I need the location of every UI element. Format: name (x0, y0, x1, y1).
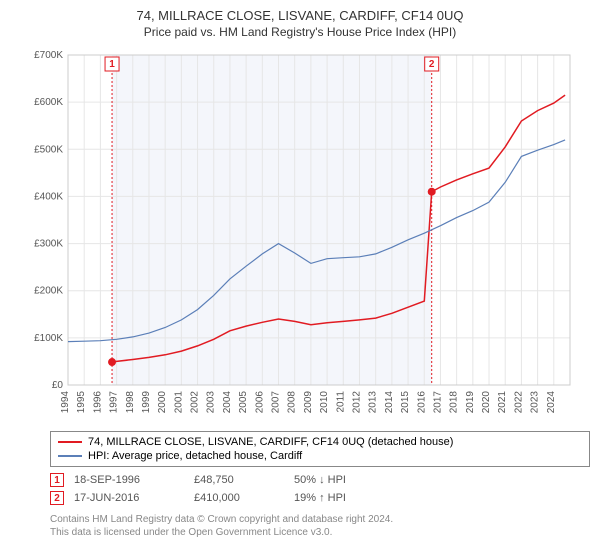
svg-text:1998: 1998 (125, 391, 136, 414)
annotation-date: 18-SEP-1996 (74, 474, 194, 486)
svg-text:2013: 2013 (368, 391, 379, 414)
annotation-table: 1 18-SEP-1996£48,75050% ↓ HPI 2 17-JUN-2016… (50, 471, 590, 507)
svg-text:2012: 2012 (351, 391, 362, 414)
svg-text:1999: 1999 (141, 391, 152, 414)
svg-text:£700K: £700K (34, 50, 63, 61)
svg-text:£400K: £400K (34, 191, 63, 202)
annotation-price: £410,000 (194, 492, 294, 504)
chart-container: 74, MILLRACE CLOSE, LISVANE, CARDIFF, CF… (0, 0, 600, 539)
chart-title: 74, MILLRACE CLOSE, LISVANE, CARDIFF, CF… (136, 8, 463, 23)
annotation-row: 2 17-JUN-2016£410,00019% ↑ HPI (50, 489, 590, 507)
legend-row: 74, MILLRACE CLOSE, LISVANE, CARDIFF, CF… (58, 435, 582, 449)
svg-text:2003: 2003 (206, 391, 217, 414)
svg-text:2002: 2002 (190, 391, 201, 414)
svg-text:2004: 2004 (222, 391, 233, 414)
svg-text:2010: 2010 (319, 391, 330, 414)
svg-text:1: 1 (109, 59, 115, 70)
svg-text:2024: 2024 (546, 391, 557, 414)
svg-text:2020: 2020 (481, 391, 492, 414)
annotation-date: 17-JUN-2016 (74, 492, 194, 504)
svg-text:1995: 1995 (76, 391, 87, 414)
svg-text:£300K: £300K (34, 239, 63, 250)
svg-text:2007: 2007 (271, 391, 282, 414)
svg-text:2017: 2017 (432, 391, 443, 414)
annotation-pct: 19% ↑ HPI (294, 492, 414, 504)
legend-label: HPI: Average price, detached house, Card… (88, 450, 302, 462)
svg-text:2022: 2022 (513, 391, 524, 414)
annotation-price: £48,750 (194, 474, 294, 486)
svg-text:2006: 2006 (254, 391, 265, 414)
source-line-1: Contains HM Land Registry data © Crown c… (50, 513, 590, 526)
svg-text:2016: 2016 (416, 391, 427, 414)
svg-text:£200K: £200K (34, 286, 63, 297)
svg-text:2021: 2021 (497, 391, 508, 414)
svg-text:2009: 2009 (303, 391, 314, 414)
svg-text:2015: 2015 (400, 391, 411, 414)
legend-label: 74, MILLRACE CLOSE, LISVANE, CARDIFF, CF… (88, 436, 453, 448)
svg-text:1997: 1997 (109, 391, 120, 414)
svg-text:2023: 2023 (530, 391, 541, 414)
chart-svg: £0 £100K £200K £300K £400K £500K £600K £700K 199… (20, 45, 580, 425)
annotation-pct: 50% ↓ HPI (294, 474, 414, 486)
svg-text:1996: 1996 (92, 391, 103, 414)
chart-area: £0 £100K £200K £300K £400K £500K £600K £700K 199… (20, 45, 580, 425)
svg-text:£600K: £600K (34, 97, 63, 108)
svg-text:2000: 2000 (157, 391, 168, 414)
source-line-2: This data is licensed under the Open Gov… (50, 526, 590, 539)
legend-swatch (58, 455, 82, 457)
svg-text:2019: 2019 (465, 391, 476, 414)
svg-text:2001: 2001 (173, 391, 184, 414)
legend: 74, MILLRACE CLOSE, LISVANE, CARDIFF, CF… (50, 431, 590, 467)
svg-text:£100K: £100K (34, 333, 63, 344)
svg-text:1994: 1994 (60, 391, 71, 414)
svg-text:£500K: £500K (34, 144, 63, 155)
annotation-row: 1 18-SEP-1996£48,75050% ↓ HPI (50, 471, 590, 489)
svg-text:£0: £0 (52, 380, 64, 391)
svg-text:2014: 2014 (384, 391, 395, 414)
annotation-marker: 2 (50, 491, 64, 505)
svg-text:2005: 2005 (238, 391, 249, 414)
legend-swatch (58, 441, 82, 443)
svg-text:2008: 2008 (287, 391, 298, 414)
svg-text:2018: 2018 (449, 391, 460, 414)
svg-text:2011: 2011 (335, 391, 346, 413)
legend-row: HPI: Average price, detached house, Card… (58, 449, 582, 463)
source-text: Contains HM Land Registry data © Crown c… (50, 513, 590, 539)
svg-text:2: 2 (429, 59, 435, 70)
annotation-marker: 1 (50, 473, 64, 487)
chart-subtitle: Price paid vs. HM Land Registry's House … (144, 25, 456, 39)
